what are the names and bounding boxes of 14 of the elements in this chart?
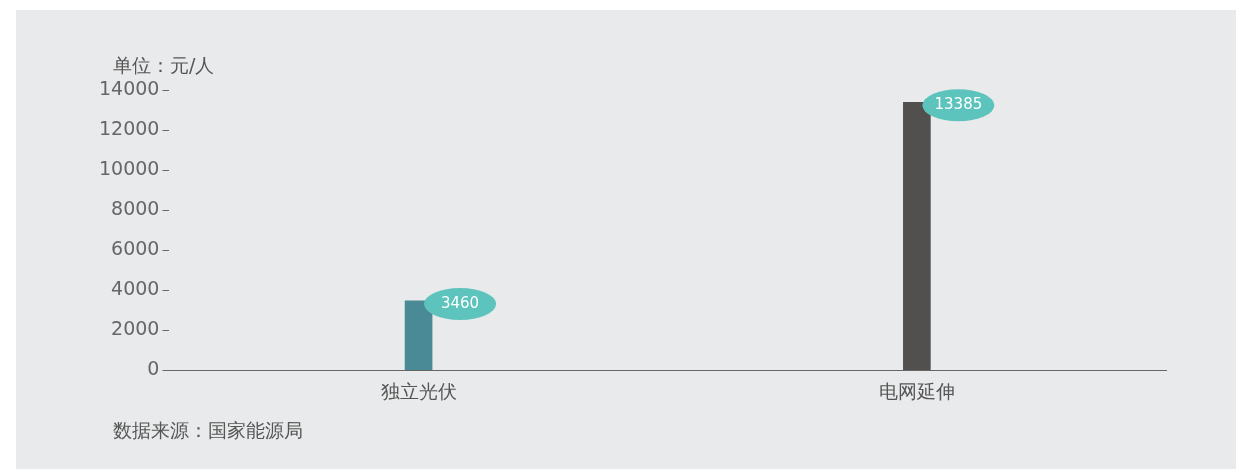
y-tick-label: 14000 bbox=[98, 76, 160, 99]
y-axis-title: 单位：元/人 bbox=[113, 54, 215, 76]
y-tick-label: 2000 bbox=[111, 317, 160, 340]
data-label: 3460 bbox=[440, 293, 480, 312]
x-tick-label: 电网延伸 bbox=[878, 379, 955, 402]
y-tick-label: 12000 bbox=[98, 116, 160, 139]
y-tick-label: 8000 bbox=[111, 197, 160, 220]
data-label: 13385 bbox=[934, 95, 983, 114]
y-tick-label: 0 bbox=[147, 357, 160, 380]
source-note: 数据来源：国家能源局 bbox=[113, 418, 303, 443]
x-tick-label: 独立光伏 bbox=[380, 379, 457, 402]
y-tick-label: 10000 bbox=[98, 156, 160, 179]
y-tick-label: 4000 bbox=[111, 277, 160, 300]
y-tick-label: 6000 bbox=[111, 237, 160, 260]
